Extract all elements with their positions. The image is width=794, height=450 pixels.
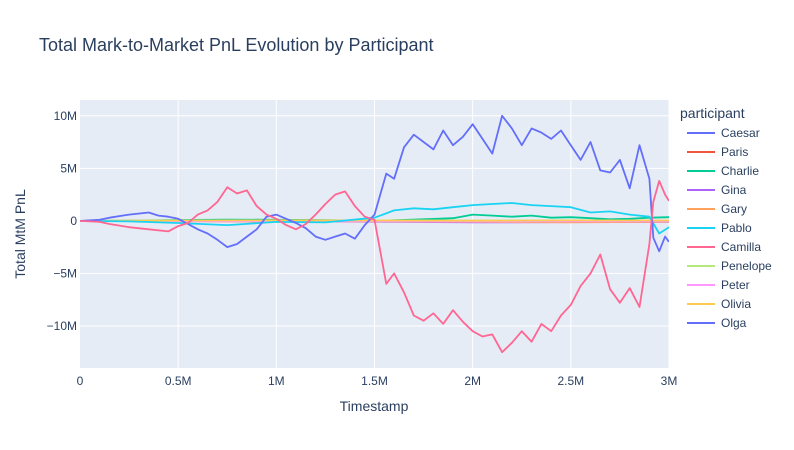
legend-label: Gary (721, 202, 747, 216)
legend-label: Peter (721, 278, 750, 292)
x-tick-label: 1M (268, 374, 285, 388)
x-tick-label: 0.5M (165, 374, 192, 388)
y-tick-label: −5M (53, 266, 77, 280)
legend-label: Penelope (721, 259, 772, 273)
legend: participant Caesar Paris Charlie Gina Gary Pa… (680, 105, 772, 330)
y-tick-label: 5M (60, 161, 77, 175)
legend-label: Olga (721, 316, 747, 330)
series-line-camilla (80, 180, 669, 354)
x-tick-label: 2.5M (557, 374, 584, 388)
legend-label: Gina (721, 183, 747, 197)
legend-item-olga[interactable]: Olga (687, 316, 747, 330)
legend-item-penelope[interactable]: Penelope (687, 259, 772, 273)
legend-item-caesar[interactable]: Caesar (687, 126, 760, 140)
x-tick-label: 3M (661, 374, 678, 388)
legend-item-olivia[interactable]: Olivia (687, 297, 751, 311)
series-line-olga (80, 114, 669, 253)
x-tick-label: 2M (464, 374, 481, 388)
y-axis-title: Total MtM PnL (12, 189, 28, 279)
x-tick-label: 1.5M (361, 374, 388, 388)
legend-item-peter[interactable]: Peter (687, 278, 750, 292)
x-axis-ticks: 0 0.5M 1M 1.5M 2M 2.5M 3M (77, 374, 678, 388)
legend-item-pablo[interactable]: Pablo (687, 221, 752, 235)
y-tick-label: −10M (47, 319, 77, 333)
y-tick-label: 10M (54, 109, 77, 123)
y-tick-label: 0 (70, 214, 77, 228)
legend-item-paris[interactable]: Paris (687, 145, 748, 159)
series-lines (80, 114, 669, 354)
legend-item-charlie[interactable]: Charlie (687, 164, 759, 178)
legend-label: Camilla (721, 240, 761, 254)
y-axis-ticks: 10M 5M 0 −5M −10M (47, 109, 78, 333)
x-tick-label: 0 (77, 374, 84, 388)
legend-label: Olivia (721, 297, 751, 311)
legend-item-camilla[interactable]: Camilla (687, 240, 761, 254)
legend-label: Paris (721, 145, 748, 159)
legend-label: Pablo (721, 221, 752, 235)
series-line-pablo (80, 202, 669, 235)
legend-title: participant (680, 105, 745, 121)
legend-item-gary[interactable]: Gary (687, 202, 747, 216)
chart-title: Total Mark-to-Market PnL Evolution by Pa… (39, 35, 434, 55)
legend-label: Charlie (721, 164, 759, 178)
legend-label: Caesar (721, 126, 760, 140)
x-axis-title: Timestamp (340, 398, 409, 414)
legend-item-gina[interactable]: Gina (687, 183, 747, 197)
